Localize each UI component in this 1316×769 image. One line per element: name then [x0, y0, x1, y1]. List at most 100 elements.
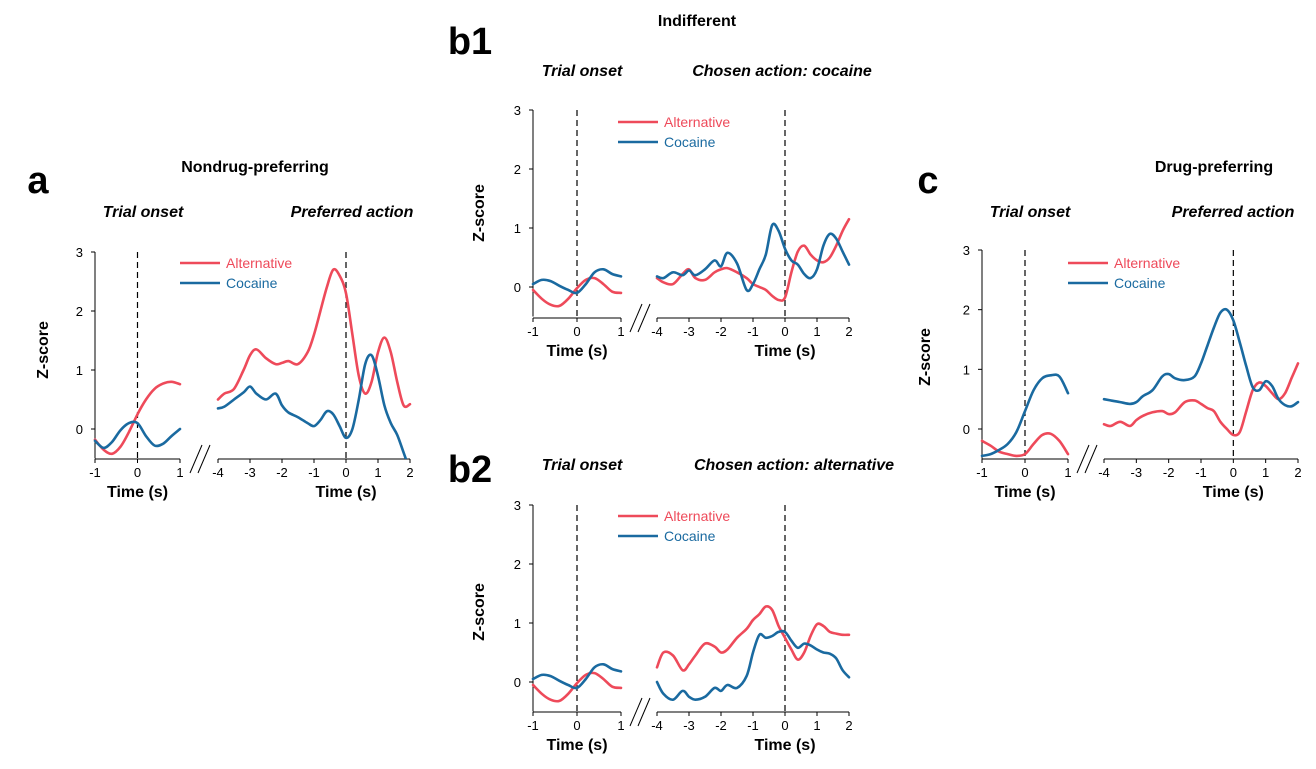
legend: Alternative Cocaine: [618, 114, 730, 150]
axis-break-mark: [637, 303, 651, 333]
panel-b1: b1 Indifferent Trial onset Chosen action: c…: [448, 13, 872, 360]
x-tick-label: 1: [813, 718, 820, 733]
x-tick-label: 1: [176, 465, 183, 480]
subtitle-action: Preferred action: [1172, 204, 1295, 221]
trace-cocaine-onset: [980, 373, 1070, 458]
panel-b2: b2 Trial onset Chosen action: alternative Z…: [448, 449, 894, 754]
trace-cocaine-action: [655, 629, 851, 702]
trace-cocaine-action: [1102, 307, 1300, 408]
y-axis-label: Z-score: [917, 328, 934, 386]
x-tick-label: -4: [1098, 465, 1110, 480]
x-tick-label: 1: [617, 718, 624, 733]
panel-letter: c: [917, 160, 938, 202]
y-tick-label: 0: [963, 422, 970, 437]
legend-label-alternative: Alternative: [664, 508, 730, 524]
subtitle-action: Preferred action: [291, 204, 414, 221]
y-axis-label: Z-score: [35, 321, 52, 379]
y-tick-label: 0: [76, 422, 83, 437]
x-tick-label: 2: [845, 718, 852, 733]
trace-cocaine-onset: [531, 267, 623, 295]
x-tick-label: 2: [406, 465, 413, 480]
x-tick-label: -1: [527, 324, 539, 339]
group-title: Nondrug-preferring: [181, 159, 329, 176]
x-axis-label-onset: Time (s): [546, 737, 607, 754]
x-tick-label: -1: [976, 465, 988, 480]
trace-alternative-onset: [93, 380, 182, 456]
x-tick-label: -1: [747, 324, 759, 339]
x-axis-label-onset: Time (s): [107, 484, 168, 501]
x-tick-label: -4: [651, 718, 663, 733]
panel-letter: b1: [448, 21, 492, 63]
y-tick-label: 1: [963, 362, 970, 377]
x-tick-label: -1: [1195, 465, 1207, 480]
panel-c: c Drug-preferring Trial onset Preferred act…: [917, 159, 1302, 501]
trace-cocaine-onset: [531, 662, 623, 690]
x-tick-label: 0: [342, 465, 349, 480]
x-tick-label: -2: [1163, 465, 1175, 480]
axis-break-mark: [1084, 444, 1098, 474]
y-tick-label: 3: [514, 103, 521, 118]
y-tick-label: 1: [76, 363, 83, 378]
x-tick-label: 1: [813, 324, 820, 339]
y-tick-label: 0: [514, 675, 521, 690]
y-tick-label: 0: [514, 280, 521, 295]
legend-label-cocaine: Cocaine: [1114, 275, 1166, 291]
y-tick-label: 2: [514, 162, 521, 177]
trace-cocaine-onset: [93, 420, 182, 450]
subtitle-action: Chosen action: alternative: [694, 457, 894, 474]
x-axis-label-action: Time (s): [1203, 484, 1264, 501]
trace-alternative-onset: [531, 671, 623, 703]
x-tick-label: -1: [747, 718, 759, 733]
x-tick-label: -2: [715, 324, 727, 339]
x-tick-label: -1: [89, 465, 101, 480]
group-title: Indifferent: [658, 13, 737, 30]
x-tick-label: 0: [573, 324, 580, 339]
x-axis-label-action: Time (s): [754, 343, 815, 360]
x-tick-label: 1: [1064, 465, 1071, 480]
y-tick-label: 3: [963, 243, 970, 258]
y-tick-label: 2: [963, 303, 970, 318]
subtitle-trial-onset: Trial onset: [103, 204, 184, 221]
x-axis-label-onset: Time (s): [546, 343, 607, 360]
y-tick-label: 1: [514, 616, 521, 631]
trace-cocaine-action: [655, 222, 851, 293]
legend-label-alternative: Alternative: [664, 114, 730, 130]
subtitle-trial-onset: Trial onset: [990, 204, 1071, 221]
legend-label-cocaine: Cocaine: [226, 275, 278, 291]
axis-break-mark: [629, 303, 643, 333]
axis-break-mark: [629, 697, 643, 727]
panel-letter: a: [27, 160, 49, 202]
x-tick-label: -2: [276, 465, 288, 480]
legend: Alternative Cocaine: [180, 255, 292, 291]
axis-break-mark: [637, 697, 651, 727]
legend: Alternative Cocaine: [618, 508, 730, 544]
y-tick-label: 2: [514, 557, 521, 572]
subtitle-trial-onset: Trial onset: [542, 457, 623, 474]
y-tick-label: 3: [76, 245, 83, 260]
y-axis-label: Z-score: [471, 583, 488, 641]
x-tick-label: -2: [715, 718, 727, 733]
trace-alternative-action: [655, 605, 851, 672]
subtitle-trial-onset: Trial onset: [542, 63, 623, 80]
x-tick-label: 1: [617, 324, 624, 339]
y-tick-label: 3: [514, 498, 521, 513]
axis-break-mark: [189, 444, 203, 474]
x-tick-label: -1: [308, 465, 320, 480]
legend-label-alternative: Alternative: [226, 255, 292, 271]
x-tick-label: -3: [683, 324, 695, 339]
x-tick-label: 0: [781, 324, 788, 339]
y-tick-label: 2: [76, 304, 83, 319]
x-tick-label: -1: [527, 718, 539, 733]
x-tick-label: 0: [1230, 465, 1237, 480]
x-tick-label: -3: [244, 465, 256, 480]
x-axis-label-action: Time (s): [315, 484, 376, 501]
x-tick-label: 0: [573, 718, 580, 733]
x-tick-label: 0: [134, 465, 141, 480]
legend: Alternative Cocaine: [1068, 255, 1180, 291]
trace-cocaine-action: [216, 353, 408, 459]
x-tick-label: -4: [212, 465, 224, 480]
group-title: Drug-preferring: [1155, 159, 1273, 176]
x-tick-label: 0: [781, 718, 788, 733]
x-tick-label: 2: [1294, 465, 1301, 480]
